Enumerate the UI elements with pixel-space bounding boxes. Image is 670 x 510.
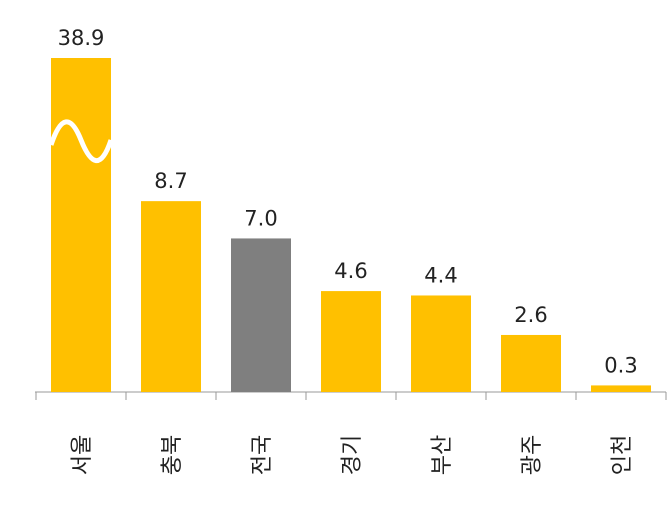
value-label: 0.3 [604, 353, 637, 377]
axis-break [48, 119, 114, 164]
x-tick-label: 인천 [610, 435, 635, 475]
value-label: 7.0 [244, 206, 277, 230]
value-label: 8.7 [154, 169, 187, 193]
x-tick-label: 광주 [520, 435, 545, 475]
x-tick-label: 서울 [70, 435, 95, 475]
x-tick-label: 전국 [250, 435, 275, 475]
bar [411, 295, 471, 392]
value-label: 38.9 [58, 26, 105, 50]
x-tick-label: 충북 [160, 435, 185, 475]
bar [231, 238, 291, 392]
bar [501, 334, 561, 392]
bar [591, 385, 651, 392]
bar [321, 291, 381, 392]
value-label: 4.4 [424, 263, 457, 287]
x-tick-label: 경기 [340, 435, 365, 475]
value-label: 2.6 [514, 303, 547, 327]
value-label: 4.6 [334, 259, 367, 283]
x-tick-label: 부산 [430, 435, 455, 475]
bar [141, 201, 201, 392]
bar [51, 58, 111, 392]
